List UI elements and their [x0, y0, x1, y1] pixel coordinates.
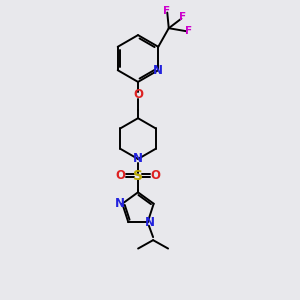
Text: N: N: [145, 216, 155, 229]
Text: F: F: [163, 6, 170, 16]
Text: O: O: [133, 88, 143, 101]
Text: N: N: [133, 152, 143, 166]
Text: N: N: [153, 64, 163, 77]
Text: S: S: [133, 169, 143, 183]
Text: F: F: [185, 26, 192, 36]
Text: O: O: [116, 169, 126, 182]
Text: N: N: [115, 196, 125, 210]
Text: F: F: [179, 12, 186, 22]
Text: O: O: [150, 169, 161, 182]
